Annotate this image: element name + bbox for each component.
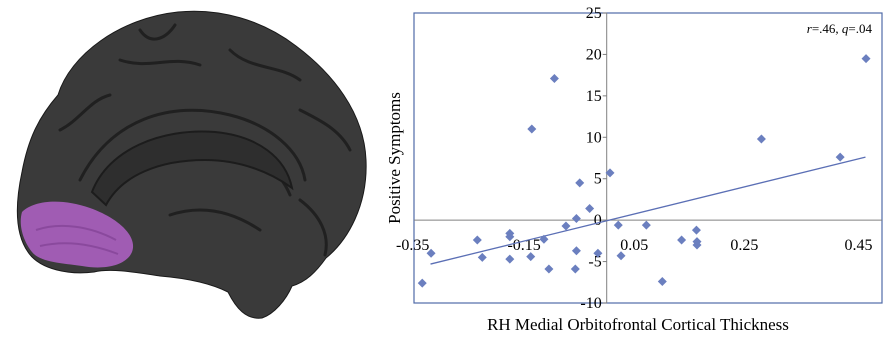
data-point bbox=[835, 152, 845, 162]
data-point bbox=[417, 278, 427, 288]
q-label: q bbox=[842, 21, 849, 36]
y-tick-label: 20 bbox=[586, 46, 602, 63]
data-point bbox=[605, 168, 615, 178]
data-point bbox=[527, 124, 537, 134]
data-point bbox=[691, 225, 701, 235]
data-point bbox=[539, 234, 549, 244]
scatter-chart: -10 -5 0 5 10 15 20 25 -0.35 -0.15 0.05 0.25 0.45 P… bbox=[385, 5, 883, 334]
data-point bbox=[756, 134, 766, 144]
data-point bbox=[571, 213, 581, 223]
data-point bbox=[593, 248, 603, 258]
data-point bbox=[657, 276, 667, 286]
cortex-outline bbox=[16, 10, 367, 319]
corpus-callosum-shape bbox=[90, 130, 294, 207]
y-tick-label: -5 bbox=[588, 254, 601, 271]
data-point bbox=[544, 264, 554, 274]
data-point bbox=[677, 235, 687, 245]
x-tick-label: 0.45 bbox=[844, 237, 872, 254]
y-tick-label: -10 bbox=[580, 295, 601, 312]
trendline bbox=[430, 156, 866, 265]
y-axis-title: Positive Symptoms bbox=[385, 92, 404, 224]
data-point bbox=[585, 204, 595, 214]
y-tick-label: 25 bbox=[586, 5, 602, 22]
data-point bbox=[477, 252, 487, 262]
medial-orbitofrontal-region bbox=[20, 201, 134, 268]
r-value: =.46, bbox=[812, 21, 842, 36]
data-point bbox=[571, 246, 581, 256]
brain-medial-surface-image bbox=[16, 10, 367, 319]
y-tick-label: 0 bbox=[594, 212, 602, 229]
data-point bbox=[505, 254, 515, 264]
data-point bbox=[472, 235, 482, 245]
r-label: r bbox=[807, 21, 813, 36]
data-point bbox=[692, 240, 702, 250]
x-tick-label: 0.25 bbox=[730, 237, 758, 254]
data-point bbox=[861, 54, 871, 64]
data-point bbox=[616, 251, 626, 261]
data-points bbox=[417, 54, 871, 288]
x-axis-title: RH Medial Orbitofrontal Cortical Thickne… bbox=[487, 315, 789, 334]
q-value: =.04 bbox=[848, 21, 872, 36]
x-tick-label: 0.05 bbox=[620, 237, 648, 254]
region-sulci bbox=[35, 224, 119, 255]
y-tick-labels: -10 -5 0 5 10 15 20 25 bbox=[580, 5, 601, 312]
data-point bbox=[613, 220, 623, 230]
data-point bbox=[505, 228, 515, 238]
y-tick-label: 15 bbox=[586, 88, 602, 105]
y-tick-label: 10 bbox=[586, 129, 602, 146]
correlation-annotation: r=.46, q=.04 bbox=[807, 21, 873, 36]
data-point bbox=[549, 73, 559, 83]
x-tick-label: -0.35 bbox=[396, 237, 429, 254]
data-point bbox=[526, 252, 536, 262]
data-point bbox=[426, 248, 436, 258]
x-tick-labels: -0.35 -0.15 0.05 0.25 0.45 bbox=[396, 237, 872, 254]
data-point bbox=[575, 178, 585, 188]
data-point bbox=[641, 220, 651, 230]
x-tick-label: -0.15 bbox=[507, 237, 540, 254]
y-tick-label: 5 bbox=[594, 171, 602, 188]
axes bbox=[414, 12, 882, 304]
plot-frame bbox=[413, 12, 883, 304]
data-point bbox=[570, 264, 580, 274]
data-point bbox=[561, 221, 571, 231]
